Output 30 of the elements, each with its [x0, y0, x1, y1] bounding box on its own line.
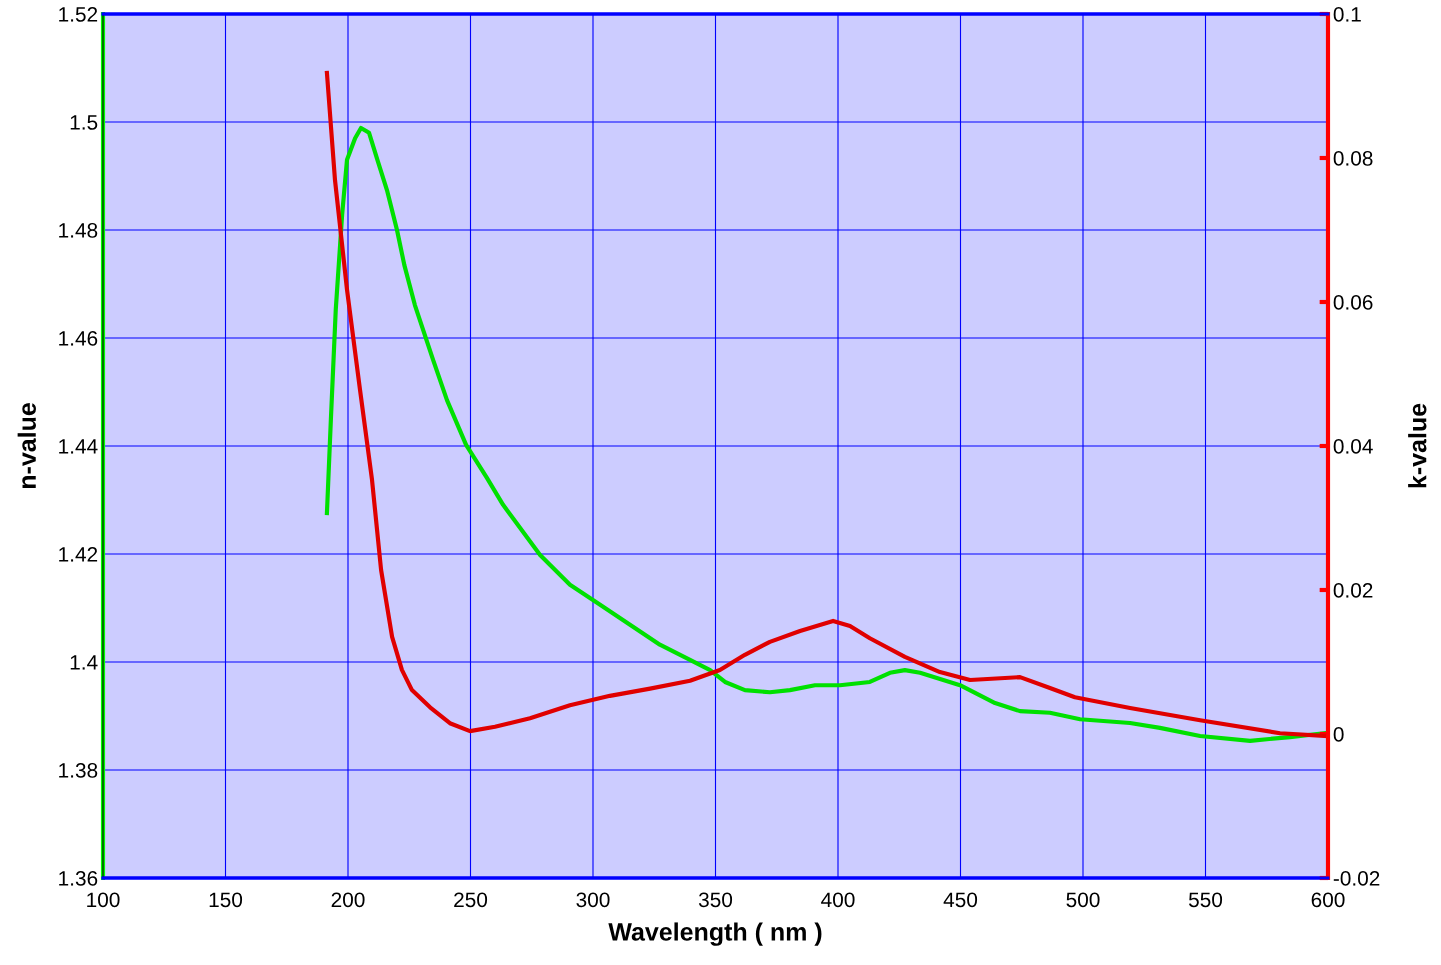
y-tick-label: 1.4: [70, 655, 98, 670]
y2-tick-label: 0.06: [1333, 295, 1373, 310]
x-tick-label: 300: [576, 892, 610, 908]
y2-tick-label: 0.08: [1333, 151, 1373, 166]
x-tick-label: 500: [1066, 892, 1100, 908]
x-tick-label: 150: [209, 892, 243, 908]
y-tick-label: 1.42: [59, 547, 98, 562]
x-tick-label: 250: [454, 892, 488, 908]
x-tick-label: 600: [1311, 892, 1345, 908]
y-tick-label: 1.5: [70, 115, 98, 130]
x-tick-label: 100: [87, 892, 120, 908]
y-tick-label: 1.44: [59, 439, 98, 454]
x-tick-label: 400: [821, 892, 855, 908]
y2-tick-label: 0.02: [1333, 583, 1373, 598]
x-tick-label: 550: [1188, 892, 1223, 908]
y2-axis-title: k-value: [1408, 403, 1427, 488]
y2-tick-label: 0.1: [1333, 7, 1361, 22]
y-tick-label: 1.46: [59, 331, 98, 346]
x-tick-label: 450: [943, 892, 978, 908]
y2-tick-label: 0.04: [1333, 439, 1373, 454]
x-tick-label: 200: [331, 892, 365, 908]
y2-tick-label: 0: [1333, 727, 1344, 742]
y-tick-label: 1.52: [59, 7, 98, 22]
x-tick-label: 350: [698, 892, 733, 908]
y2-tick-label: -0.02: [1333, 871, 1380, 886]
y-tick-label: 1.48: [59, 223, 98, 238]
y-axis-title: n-value: [17, 403, 36, 489]
y-tick-label: 1.38: [59, 763, 98, 778]
x-axis-title: Wavelength ( nm ): [608, 922, 822, 946]
y-tick-label: 1.36: [59, 871, 98, 886]
